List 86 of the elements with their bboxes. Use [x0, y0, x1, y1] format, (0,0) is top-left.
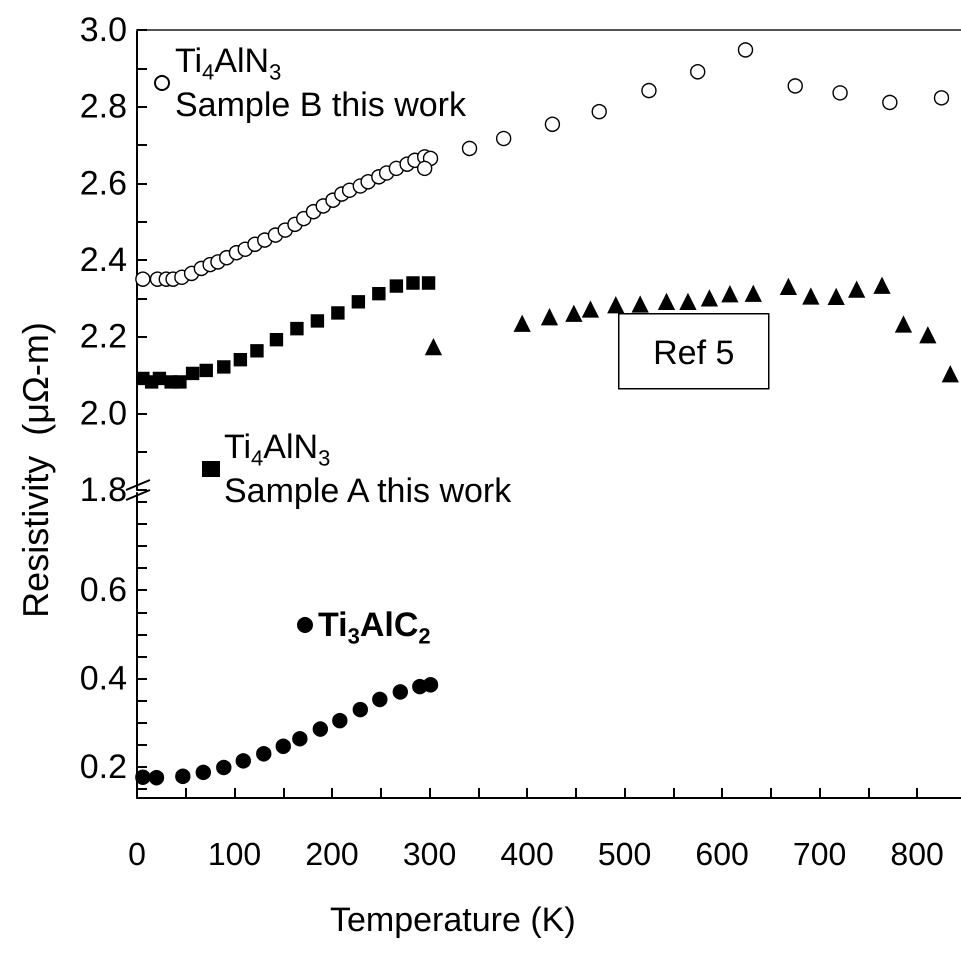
point	[175, 768, 191, 784]
point	[276, 738, 291, 754]
point	[920, 326, 936, 344]
y-tick-label: 2.0	[80, 394, 127, 432]
point	[234, 352, 248, 366]
y-tick-label: 3.0	[80, 11, 127, 49]
point	[425, 338, 442, 356]
x-tick-label: 700	[792, 836, 846, 872]
point	[173, 375, 187, 389]
point	[496, 130, 512, 146]
point	[372, 692, 388, 708]
y-tick-label: 2.6	[80, 164, 127, 202]
point	[934, 90, 950, 106]
point	[828, 288, 844, 305]
point	[690, 64, 706, 80]
point	[874, 277, 890, 294]
point	[332, 712, 348, 728]
point	[462, 140, 478, 156]
point	[514, 315, 530, 332]
point	[832, 85, 848, 101]
point	[592, 104, 607, 120]
point	[566, 305, 582, 322]
point	[802, 288, 820, 305]
annotation: Ref 5	[653, 334, 734, 372]
point	[352, 702, 368, 718]
point	[780, 278, 797, 296]
y-tick-label: 1.8	[80, 471, 127, 509]
point	[200, 364, 213, 378]
point	[701, 290, 718, 307]
point	[406, 276, 420, 290]
y-tick-label: 2.4	[80, 241, 127, 279]
y-tick-label: 0.4	[80, 660, 127, 698]
point	[312, 721, 328, 737]
point	[256, 746, 272, 762]
point	[292, 731, 308, 746]
y-axis-title: Resistivity (μΩ-m)	[15, 322, 57, 618]
point	[788, 78, 803, 94]
point	[217, 360, 230, 374]
x-axis-title: Temperature (K)	[330, 901, 576, 939]
point	[250, 344, 264, 358]
x-tick-label: 100	[208, 836, 262, 872]
point	[738, 42, 754, 58]
point	[745, 286, 762, 302]
y-tick-label: 2.8	[80, 88, 127, 126]
point	[186, 366, 200, 380]
point	[882, 94, 898, 110]
point	[135, 271, 151, 287]
point	[544, 116, 560, 132]
point	[216, 760, 232, 776]
point	[422, 677, 438, 693]
x-tick-label: 300	[402, 836, 456, 872]
point	[270, 333, 284, 346]
y-tick-label: 0.2	[80, 748, 127, 786]
point	[848, 281, 865, 298]
point	[310, 314, 324, 328]
point	[352, 295, 366, 308]
point	[236, 753, 251, 769]
point	[608, 297, 624, 314]
point	[390, 279, 404, 293]
point	[148, 770, 164, 786]
x-tick-label: 500	[598, 836, 652, 872]
point	[422, 276, 436, 290]
x-tick-label: 200	[305, 836, 359, 872]
point	[290, 322, 304, 336]
point	[895, 316, 912, 333]
point	[658, 294, 675, 310]
point	[641, 82, 657, 98]
x-tick-label: 0	[128, 836, 146, 872]
point	[722, 286, 738, 302]
point	[582, 301, 599, 318]
point	[680, 294, 696, 310]
point	[392, 684, 408, 700]
x-tick-label: 400	[500, 836, 554, 872]
point	[942, 366, 958, 382]
point	[372, 287, 386, 300]
point	[632, 296, 648, 313]
point	[541, 308, 558, 326]
point	[135, 770, 151, 785]
point	[331, 306, 345, 320]
point	[152, 372, 166, 386]
y-tick-label: 0.6	[80, 571, 127, 610]
x-tick-label: 800	[890, 836, 944, 872]
point	[196, 764, 212, 780]
y-tick-label: 2.2	[80, 318, 127, 356]
point	[416, 160, 432, 176]
x-tick-label: 600	[695, 836, 749, 872]
